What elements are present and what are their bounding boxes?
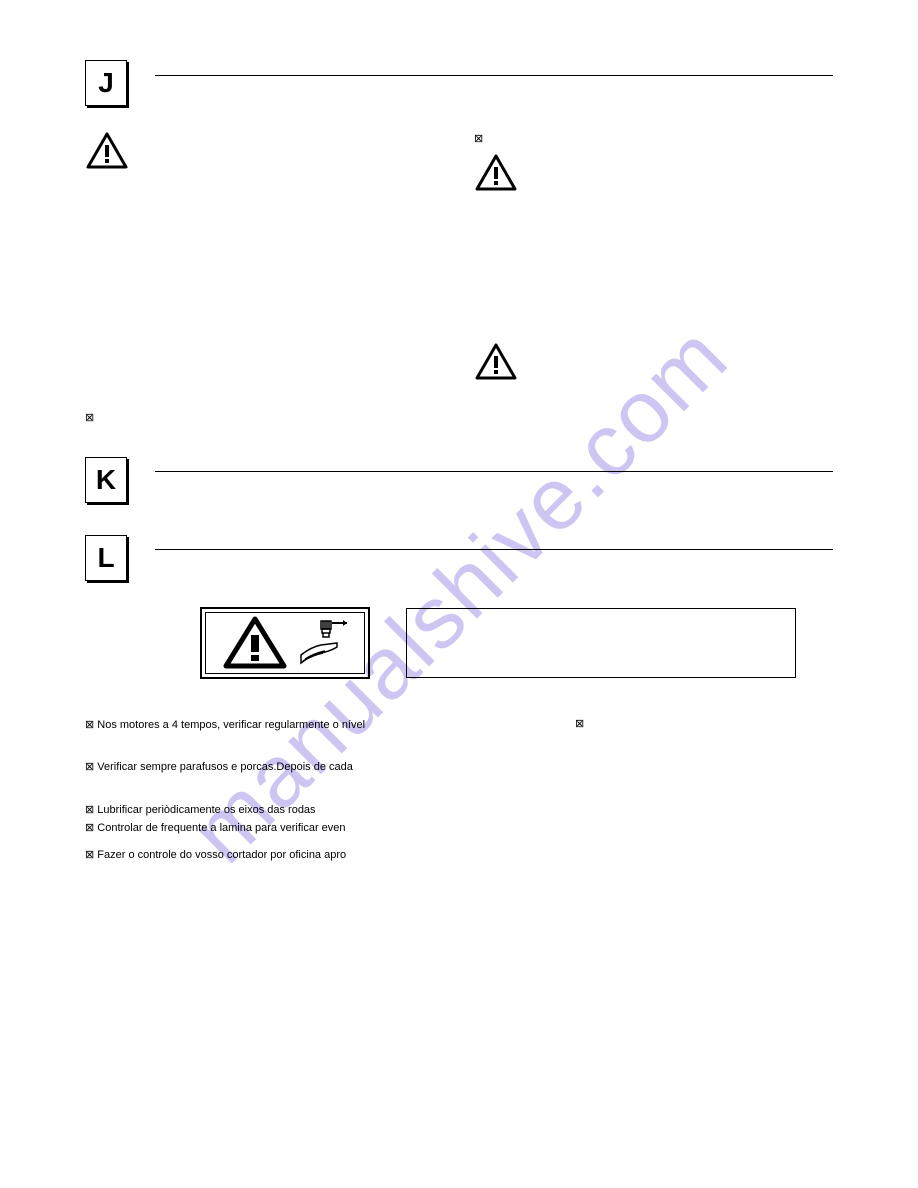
section-marker-j: J <box>85 60 127 106</box>
section-j-right-marker: ⊠ <box>474 132 833 148</box>
empty-instruction-box <box>406 608 796 678</box>
warning-triangle-icon <box>474 154 518 197</box>
page-content: J ⊠ ⊠ <box>85 60 833 889</box>
section-k-header: K <box>85 457 833 505</box>
marker-glyph: ⊠ <box>474 133 483 145</box>
section-j: J ⊠ ⊠ <box>85 60 833 427</box>
section-k: K <box>85 457 833 505</box>
section-l-bullets: ⊠ Nos motores a 4 tempos, verificar regu… <box>85 717 833 890</box>
warning-pictogram-inner <box>205 612 365 674</box>
bullet-item: ⊠ Nos motores a 4 tempos, verificar regu… <box>85 717 505 734</box>
section-j-header: J <box>85 60 833 108</box>
section-l-right-marker: ⊠ <box>575 717 584 890</box>
section-l: L <box>85 535 833 890</box>
bullet-item: ⊠ Fazer o controle do vosso cortador por… <box>85 847 505 864</box>
warning-pictogram-panel <box>200 607 370 679</box>
section-marker-k: K <box>85 457 127 503</box>
section-l-rule <box>155 549 833 550</box>
warning-triangle-icon <box>474 343 518 386</box>
section-j-columns: ⊠ ⊠ <box>85 132 833 427</box>
section-l-header: L <box>85 535 833 583</box>
section-j-left-marker: ⊠ <box>85 411 444 427</box>
bullet-item: ⊠ Controlar de frequente a lamina para v… <box>85 820 505 837</box>
warning-triangle-icon <box>221 615 289 671</box>
section-k-rule <box>155 471 833 472</box>
section-l-left-bullets: ⊠ Nos motores a 4 tempos, verificar regu… <box>85 717 505 890</box>
section-j-left-column: ⊠ <box>85 132 444 427</box>
section-j-right-column: ⊠ <box>474 132 833 427</box>
section-j-rule <box>155 75 833 76</box>
section-marker-l: L <box>85 535 127 581</box>
warning-panel-row <box>200 607 833 679</box>
spark-plug-icon <box>293 615 349 671</box>
marker-glyph: ⊠ <box>85 412 94 424</box>
warning-triangle-icon <box>85 132 129 175</box>
bullet-item: ⊠ Lubrificar periòdicamente os eixos das… <box>85 802 505 819</box>
bullet-item: ⊠ Verificar sempre parafusos e porcas.De… <box>85 759 505 776</box>
